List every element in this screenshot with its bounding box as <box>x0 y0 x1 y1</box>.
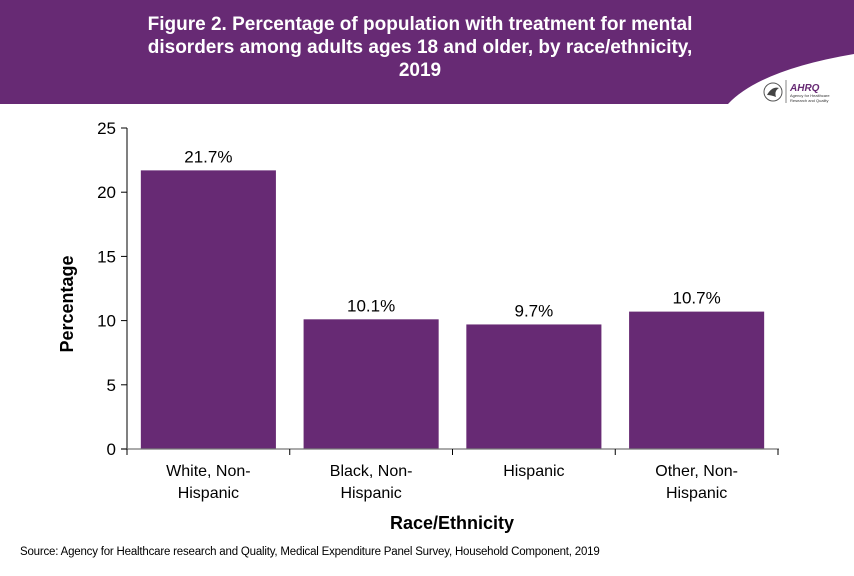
bar-4 <box>629 311 765 449</box>
logo-area: AHRQ Agency for Healthcare Research and … <box>728 54 854 104</box>
data-label: 10.7% <box>673 289 721 308</box>
hhs-eagle-icon <box>763 82 783 102</box>
bar-chart: 21.7% 10.1% 9.7% 10.7% 0 5 10 15 20 25 White, No… <box>57 119 779 533</box>
y-tick-label: 0 <box>107 440 116 459</box>
data-label: 10.1% <box>347 296 395 315</box>
x-category-label: Hispanic <box>340 485 401 502</box>
data-label: 9.7% <box>515 301 554 320</box>
title-banner <box>0 0 854 104</box>
y-ticks-group: 0 5 10 15 20 25 <box>97 119 127 459</box>
x-ticks-group <box>126 449 779 455</box>
y-tick-label: 25 <box>97 119 116 138</box>
logo-swoosh <box>728 54 854 104</box>
y-axis-label: Percentage <box>57 255 77 352</box>
bar-1 <box>140 170 276 449</box>
bar-2 <box>303 319 439 449</box>
y-tick-label: 15 <box>97 247 116 266</box>
y-tick-label: 10 <box>97 312 116 331</box>
bars-group <box>140 170 765 449</box>
ahrq-logo-text: AHRQ <box>789 83 820 94</box>
y-tick-label: 5 <box>107 376 116 395</box>
y-tick-label: 20 <box>97 183 116 202</box>
x-category-label: Other, Non- <box>655 463 738 480</box>
x-category-label: Black, Non- <box>330 463 413 480</box>
x-category-label: Hispanic <box>666 485 727 502</box>
bar-3 <box>466 324 602 449</box>
x-axis-label: Race/Ethnicity <box>390 513 514 533</box>
chart-title: Figure 2. Percentage of population with … <box>147 14 693 81</box>
x-category-label: White, Non- <box>166 463 250 480</box>
x-category-labels: White, Non- Hispanic Black, Non- Hispanic Hi… <box>166 463 738 502</box>
data-label: 21.7% <box>184 147 232 166</box>
data-labels-group: 21.7% 10.1% 9.7% 10.7% <box>184 147 720 320</box>
ahrq-tagline-line2: Research and Quality <box>790 98 828 103</box>
x-category-label: Hispanic <box>503 463 564 480</box>
source-note: Source: Agency for Healthcare research a… <box>20 546 600 558</box>
x-category-label: Hispanic <box>178 485 239 502</box>
ahrq-tagline-line1: Agency for Healthcare <box>790 93 830 98</box>
